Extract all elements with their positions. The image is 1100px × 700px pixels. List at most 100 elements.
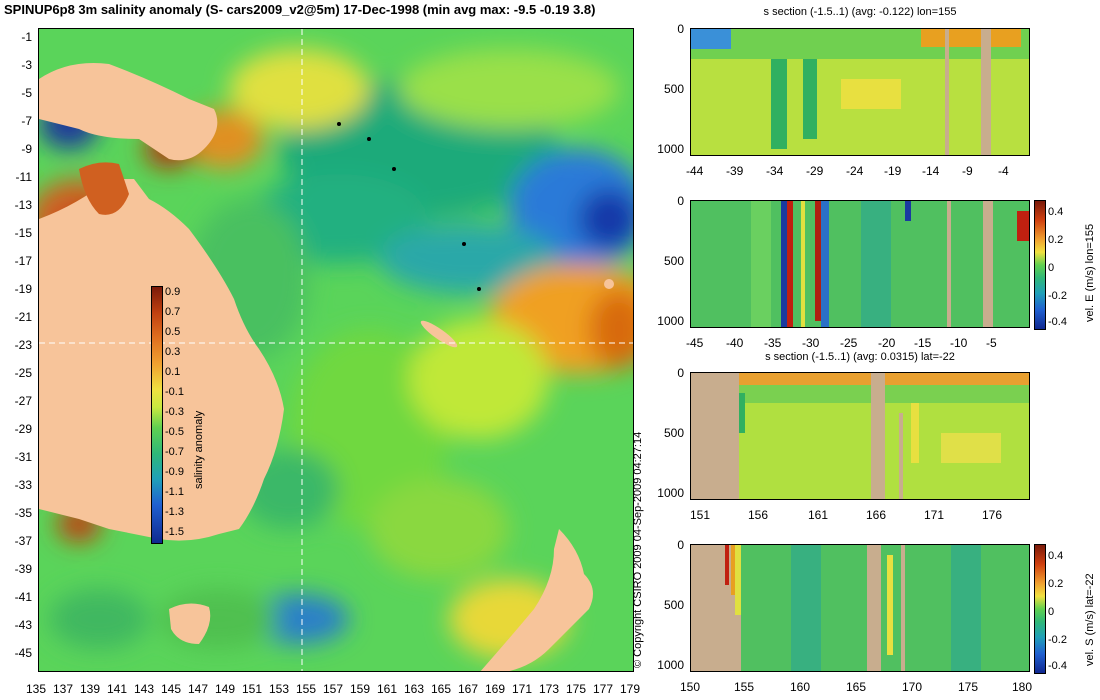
section-x-tick: -35 [764, 336, 782, 350]
section-x-tick: -19 [884, 164, 902, 178]
colorbar-tick: 0.5 [165, 326, 181, 338]
map-y-tick: -27 [14, 394, 32, 408]
section-panel-3-y-axis: 0 500 1000 [650, 366, 686, 506]
map-y-tick: -21 [14, 310, 32, 324]
map-x-tick: 163 [404, 682, 425, 696]
section-x-tick: 151 [690, 508, 711, 522]
section-y-tick: 500 [663, 598, 684, 612]
section-panel-4-x-axis: 150 155 160 165 170 175 180 [680, 680, 1040, 696]
section-x-tick: 155 [734, 680, 755, 694]
section-y-tick: 1000 [657, 486, 684, 500]
colorbar-tick: -0.2 [1048, 634, 1067, 646]
map-x-tick: 151 [242, 682, 263, 696]
colorbar-label: salinity anomaly [193, 410, 205, 489]
map-x-tick: 139 [80, 682, 101, 696]
colorbar-tick: 0.4 [1048, 206, 1064, 218]
map-y-tick: -23 [14, 338, 32, 352]
map-x-tick: 179 [620, 682, 641, 696]
map-y-axis: -1 -3 -5 -7 -9 -11 -13 -15 -17 -19 -21 -… [0, 30, 36, 670]
section-x-tick: -9 [962, 164, 973, 178]
section-x-tick: 150 [680, 680, 701, 694]
section-panel-3-x-axis: 151 156 161 166 171 176 [690, 508, 1030, 524]
map-y-tick: -39 [14, 562, 32, 576]
colorbar-tick: 0 [1048, 606, 1055, 618]
section-x-tick: -20 [878, 336, 896, 350]
section-panel-2-colorbar-ticks: 0.4 0.2 0 -0.2 -0.4 [1048, 200, 1078, 330]
section-panel-2[interactable] [690, 200, 1030, 328]
section-panel-2-y-axis: 0 500 1000 [650, 194, 686, 334]
section-x-tick: 165 [846, 680, 867, 694]
section-panel-4-y-axis: 0 500 1000 [650, 538, 686, 678]
map-y-tick: -1 [21, 30, 32, 44]
section-x-tick: -24 [846, 164, 864, 178]
section-panel-3[interactable] [690, 372, 1030, 500]
map-y-tick: -31 [14, 450, 32, 464]
page-title: SPINUP6p8 3m salinity anomaly (S- cars20… [4, 2, 596, 17]
section-x-tick: 180 [1012, 680, 1033, 694]
salinity-map[interactable]: 0.9 0.7 0.5 0.3 0.1 -0.1 -0.3 -0.5 -0.7 … [38, 28, 634, 672]
map-y-tick: -45 [14, 646, 32, 660]
section-panel-4-colorbar [1034, 544, 1046, 674]
map-y-tick: -5 [21, 86, 32, 100]
section-x-tick: -25 [840, 336, 858, 350]
map-x-tick: 153 [269, 682, 290, 696]
map-y-tick: -35 [14, 506, 32, 520]
colorbar-tick: 0.3 [165, 346, 181, 358]
map-x-tick: 145 [161, 682, 182, 696]
map-y-tick: -3 [21, 58, 32, 72]
colorbar-tick: -0.1 [165, 386, 184, 398]
section-panel-2-graphic [691, 201, 1029, 327]
colorbar-tick: 0.9 [165, 286, 181, 298]
section-y-tick: 0 [677, 194, 684, 208]
map-y-tick: -19 [14, 282, 32, 296]
colorbar-tick: 0 [1048, 262, 1055, 274]
section-y-tick: 0 [677, 538, 684, 552]
colorbar-tick: -0.4 [1048, 660, 1067, 672]
colorbar-tick: 0.4 [1048, 550, 1064, 562]
colorbar-tick: -1.5 [165, 526, 184, 538]
section-x-tick: 156 [748, 508, 769, 522]
section-panel-4-colorbar-label: vel. S (m/s) lat=-22 [1084, 573, 1096, 666]
map-x-tick: 177 [593, 682, 614, 696]
map-x-tick: 167 [458, 682, 479, 696]
colorbar-tick: 0.1 [165, 366, 181, 378]
section-panel-4[interactable] [690, 544, 1030, 672]
colorbar-tick: -0.7 [165, 446, 184, 458]
colorbar-tick: 0.7 [165, 306, 181, 318]
section-x-tick: -4 [998, 164, 1009, 178]
colorbar-tick: -0.2 [1048, 290, 1067, 302]
map-y-tick: -17 [14, 254, 32, 268]
map-y-tick: -15 [14, 226, 32, 240]
section-panel-1-x-axis: -44 -39 -34 -29 -24 -19 -14 -9 -4 [686, 164, 1046, 180]
section-x-tick: -29 [806, 164, 824, 178]
map-y-tick: -11 [15, 170, 32, 184]
colorbar-tick: -0.3 [165, 406, 184, 418]
section-panel-1-y-axis: 0 500 1000 [650, 22, 686, 162]
section-x-tick: -15 [914, 336, 932, 350]
map-x-tick: 147 [188, 682, 209, 696]
section-y-tick: 1000 [657, 314, 684, 328]
section-panel-3-title: s section (-1.5..1) (avg: 0.0315) lat=-2… [765, 351, 955, 363]
map-x-tick: 143 [134, 682, 155, 696]
map-x-tick: 135 [26, 682, 47, 696]
map-y-tick: -25 [14, 366, 32, 380]
salinity-colorbar-ticks: 0.9 0.7 0.5 0.3 0.1 -0.1 -0.3 -0.5 -0.7 … [165, 286, 205, 546]
section-panel-1[interactable] [690, 28, 1030, 156]
section-x-tick: -14 [922, 164, 940, 178]
colorbar-tick: 0.2 [1048, 578, 1064, 590]
colorbar-tick: 0.2 [1048, 234, 1064, 246]
section-x-tick: 175 [958, 680, 979, 694]
section-x-tick: 161 [808, 508, 829, 522]
section-panel-2-x-axis: -45 -40 -35 -30 -25 -20 -15 -10 -5 [686, 336, 1046, 352]
map-x-tick: 169 [485, 682, 506, 696]
map-x-tick: 149 [215, 682, 236, 696]
section-x-tick: -44 [686, 164, 704, 178]
map-y-tick: -33 [14, 478, 32, 492]
salinity-map-graphic [39, 29, 633, 671]
map-y-tick: -7 [21, 114, 32, 128]
section-x-tick: 170 [902, 680, 923, 694]
section-panel-2-colorbar-label: vel. E (m/s) lon=155 [1084, 223, 1096, 322]
section-y-tick: 1000 [657, 658, 684, 672]
map-x-tick: 165 [431, 682, 452, 696]
section-x-tick: -10 [950, 336, 968, 350]
